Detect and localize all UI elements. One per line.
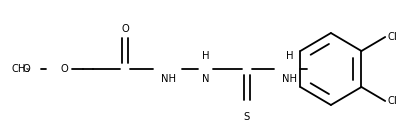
- Text: NH: NH: [282, 74, 297, 84]
- Text: Cl: Cl: [387, 32, 396, 42]
- Text: H: H: [202, 51, 209, 61]
- Text: O: O: [23, 64, 30, 74]
- Text: NH: NH: [161, 74, 176, 84]
- Text: H: H: [286, 51, 293, 61]
- Text: O: O: [122, 24, 129, 34]
- Text: CH₃: CH₃: [12, 64, 30, 74]
- Text: S: S: [244, 112, 250, 122]
- Text: O: O: [61, 64, 69, 74]
- Text: N: N: [202, 74, 209, 84]
- Text: Cl: Cl: [387, 96, 396, 106]
